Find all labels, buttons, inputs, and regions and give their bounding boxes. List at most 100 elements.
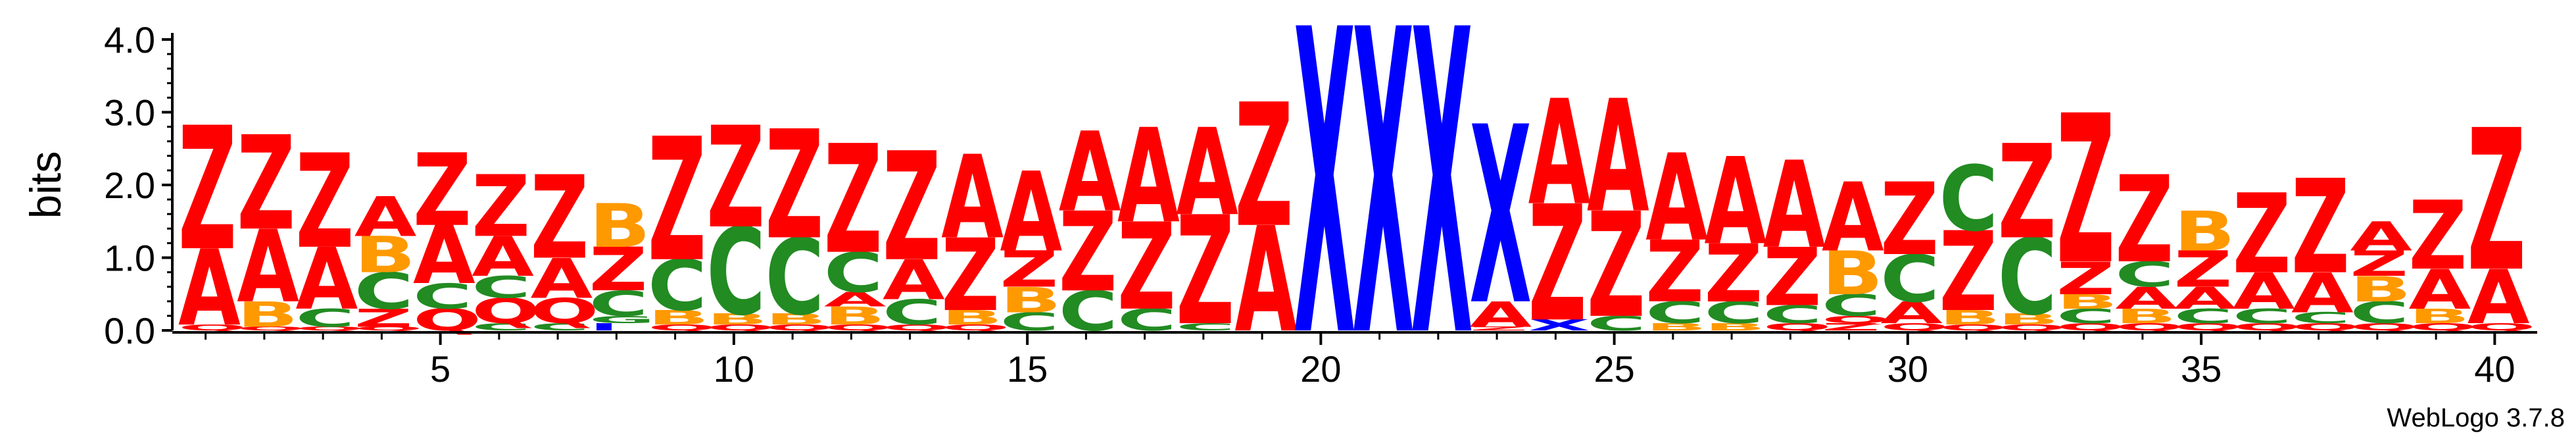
logo-letter-q: Q xyxy=(941,323,1009,332)
logo-letter-c: C xyxy=(1880,242,1939,317)
logo-letter-z: Z xyxy=(648,102,706,299)
x-tick-label: 40 xyxy=(2474,348,2515,390)
logo-letter-z: Z xyxy=(1117,197,1176,337)
logo-letter-q: Q xyxy=(296,326,364,332)
logo-letter-b: B xyxy=(1645,321,1707,333)
logo-letter-c: C xyxy=(1705,296,1764,330)
logo-letter-a: A xyxy=(1470,295,1532,336)
logo-letter-q: Q xyxy=(648,323,716,332)
y-axis-label: bits xyxy=(21,151,70,219)
logo-letter-z: Z xyxy=(413,133,472,249)
logo-letter-c: C xyxy=(1939,147,1999,251)
logo-letter-a: A xyxy=(531,247,593,311)
logo-letter-c: C xyxy=(2350,296,2409,330)
logo-letter-c: C xyxy=(413,276,472,317)
logo-letter-z: Z xyxy=(1822,321,1880,333)
logo-letter-q: Q xyxy=(2233,321,2301,333)
logo-letter-a: A xyxy=(1587,68,1649,247)
logo-letter-b: B xyxy=(1822,239,1883,308)
logo-letter-c: C xyxy=(1763,300,1822,329)
logo-letter-z: Z xyxy=(1939,209,1998,336)
logo-letter-q: Q xyxy=(1998,323,2066,332)
x-tick-label: 10 xyxy=(714,348,754,390)
logo-letter-z: Z xyxy=(1763,231,1822,324)
logo-letter-c: C xyxy=(2056,305,2116,328)
x-tick-label: 20 xyxy=(1300,348,1341,390)
logo-letter-z: Z xyxy=(589,236,648,305)
x-tick-label: 30 xyxy=(1887,348,1928,390)
logo-letter-b: B xyxy=(648,306,709,329)
logo-letter-b: B xyxy=(2350,269,2411,310)
logo-letter-q: Q xyxy=(531,291,599,332)
logo-letter-z: Z xyxy=(941,218,1000,334)
logo-letter-c: C xyxy=(824,241,883,305)
logo-letter-c: C xyxy=(1998,217,2057,339)
logo-letter-b: B xyxy=(766,311,827,328)
logo-letter-q: Q xyxy=(354,326,423,332)
logo-letter-z: Z xyxy=(1235,68,1294,265)
logo-letter-a: A xyxy=(413,209,475,302)
x-tick-label: 25 xyxy=(1593,348,1634,390)
logo-letter-a: A xyxy=(2350,213,2412,260)
logo-letter-a: A xyxy=(1705,132,1767,272)
logo-letter-x: X xyxy=(1294,0,1355,429)
logo-letter-a: A xyxy=(2233,263,2295,321)
logo-letter-a: A xyxy=(2467,253,2530,341)
logo-letter-q: Q xyxy=(237,326,305,332)
logo-letter-q: Q xyxy=(2467,321,2536,333)
logo-letter-b: B xyxy=(237,295,298,336)
logo-letter-c: C xyxy=(531,321,590,333)
logo-letter-q: Q xyxy=(2115,321,2183,333)
x-tick-label: 5 xyxy=(430,348,450,390)
logo-letter-b: B xyxy=(1705,321,1766,333)
logo-letter-z: Z xyxy=(237,109,295,259)
logo-letter-q: Q xyxy=(883,323,951,332)
logo-letter-a: A xyxy=(2409,258,2471,322)
logo-letter-a: A xyxy=(1645,128,1708,268)
logo-letter-q: Q xyxy=(1822,314,1890,326)
logo-letter-z: Z xyxy=(2291,152,2350,303)
logo-letter-c: C xyxy=(2233,305,2292,328)
logo-letter-a: A xyxy=(2291,261,2354,325)
logo-letter-z: Z xyxy=(1998,117,2056,268)
logo-letter-c: C xyxy=(883,292,942,333)
logo-letter-a: A xyxy=(296,230,358,329)
logo-letter-z: Z xyxy=(2467,89,2526,315)
y-tick-label: 0.0 xyxy=(104,310,155,351)
logo-letter-a: A xyxy=(824,288,887,311)
logo-letter-c: C xyxy=(706,203,766,342)
logo-letter-q: Q xyxy=(2174,321,2243,333)
logo-letter-q: Q xyxy=(178,323,247,332)
logo-letter-b: B xyxy=(824,301,885,330)
y-tick-label: 3.0 xyxy=(104,92,155,134)
logo-letter-z: Z xyxy=(1528,172,1587,357)
logo-letter-z: Z xyxy=(1645,222,1704,322)
logo-letter-z: Z xyxy=(2409,182,2467,292)
logo-letter-z: Z xyxy=(1705,227,1763,320)
logo-letter-c: C xyxy=(2115,255,2174,296)
logo-letter-a: A xyxy=(1176,103,1238,242)
logo-letter-a: A xyxy=(237,209,299,325)
x-tick-label: 35 xyxy=(2181,348,2222,390)
logo-letter-q: Q xyxy=(2291,321,2360,333)
logo-letter-q: Q xyxy=(1880,321,1949,333)
logo-letter-b: B xyxy=(1998,311,2059,328)
logo-letter-z: Z xyxy=(2056,72,2115,310)
logo-letter-c: C xyxy=(2291,309,2350,327)
logo-letter-b: B xyxy=(589,192,650,261)
logo-letter-z: Z xyxy=(1176,186,1234,359)
logo-letter-z: Z xyxy=(1000,242,1059,299)
logo-letter-q: Q xyxy=(2056,321,2125,333)
logo-letter-a: A xyxy=(1235,196,1298,365)
logo-letter-x: X xyxy=(1411,0,1472,429)
logo-letter-b: B xyxy=(1000,280,1061,321)
logo-letter-q: Q xyxy=(2350,321,2418,333)
logo-letter-z: Z xyxy=(1059,189,1117,317)
y-tick-label: 2.0 xyxy=(104,165,155,206)
logo-letter-x: X xyxy=(1528,317,1590,334)
logo-letter-b: B xyxy=(2174,199,2235,263)
logo-letter-a: A xyxy=(472,225,534,289)
logo-letter-c: C xyxy=(589,284,648,324)
logo-letter-z: Z xyxy=(824,115,883,288)
